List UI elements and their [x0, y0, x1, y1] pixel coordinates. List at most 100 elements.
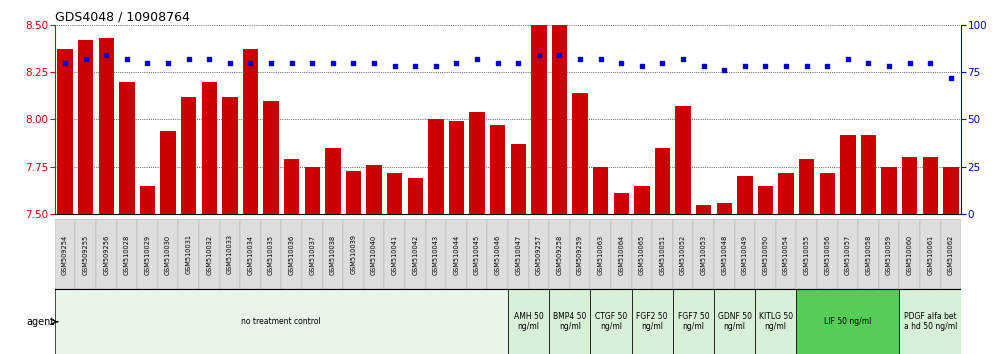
Text: agent: agent	[27, 317, 55, 327]
Bar	[696, 205, 711, 214]
Bar	[469, 112, 485, 214]
Point	[737, 64, 753, 69]
Bar	[78, 40, 94, 214]
Point	[654, 60, 670, 65]
Bar	[716, 203, 732, 214]
Text: GSM510053: GSM510053	[700, 234, 706, 274]
Bar	[714, 290, 755, 354]
Bar	[631, 290, 672, 354]
Bar	[799, 159, 815, 214]
Text: GSM510061: GSM510061	[927, 234, 933, 274]
Bar	[735, 219, 755, 290]
Bar	[634, 186, 649, 214]
Bar	[261, 219, 282, 290]
Text: GSM509254: GSM509254	[62, 234, 68, 275]
Bar	[487, 219, 508, 290]
Point	[263, 60, 279, 65]
Point	[943, 75, 959, 81]
Bar	[325, 148, 341, 214]
Point	[531, 52, 547, 58]
Point	[510, 60, 526, 65]
Text: GSM510045: GSM510045	[474, 234, 480, 275]
Bar	[611, 219, 631, 290]
Point	[78, 56, 94, 62]
Bar	[778, 172, 794, 214]
Point	[222, 60, 238, 65]
Text: CTGF 50
ng/ml: CTGF 50 ng/ml	[595, 312, 627, 331]
Text: GSM510048: GSM510048	[721, 234, 727, 275]
Point	[99, 52, 115, 58]
Bar	[222, 97, 238, 214]
Point	[861, 60, 876, 65]
Bar	[899, 290, 961, 354]
Point	[325, 60, 341, 65]
Bar	[446, 219, 467, 290]
Bar	[902, 158, 917, 214]
Text: GSM510051: GSM510051	[659, 234, 665, 274]
Bar	[797, 290, 899, 354]
Text: GSM510063: GSM510063	[598, 234, 604, 274]
Bar	[675, 106, 691, 214]
Bar	[591, 290, 631, 354]
Point	[614, 60, 629, 65]
Text: GSM510059: GSM510059	[886, 234, 892, 274]
Text: GSM510054: GSM510054	[783, 234, 789, 275]
Point	[139, 60, 155, 65]
Point	[840, 56, 856, 62]
Text: GSM510064: GSM510064	[619, 234, 624, 275]
Bar	[531, 25, 547, 214]
Bar	[861, 135, 876, 214]
Bar	[243, 50, 258, 214]
Bar	[508, 290, 549, 354]
Bar	[940, 219, 961, 290]
Point	[119, 56, 134, 62]
Text: GSM510040: GSM510040	[372, 234, 377, 275]
Text: GSM510042: GSM510042	[412, 234, 418, 275]
Text: GSM510050: GSM510050	[763, 234, 769, 275]
Bar	[281, 219, 302, 290]
Bar	[820, 172, 835, 214]
Text: GSM510044: GSM510044	[453, 234, 459, 275]
Text: GSM510041: GSM510041	[391, 234, 397, 274]
Point	[778, 64, 794, 69]
Bar	[284, 159, 300, 214]
Bar	[899, 219, 920, 290]
Text: GSM510035: GSM510035	[268, 234, 274, 274]
Text: GSM510032: GSM510032	[206, 234, 212, 274]
Bar	[428, 120, 443, 214]
Bar	[672, 290, 714, 354]
Text: PDGF alfa bet
a hd 50 ng/ml: PDGF alfa bet a hd 50 ng/ml	[903, 312, 957, 331]
Bar	[755, 219, 776, 290]
Bar	[55, 219, 76, 290]
Bar	[178, 219, 199, 290]
Bar	[552, 25, 567, 214]
Point	[180, 56, 196, 62]
Point	[367, 60, 382, 65]
Point	[428, 64, 444, 69]
Bar	[181, 97, 196, 214]
Bar	[157, 219, 178, 290]
Bar	[859, 219, 878, 290]
Bar	[99, 38, 114, 214]
Text: BMP4 50
ng/ml: BMP4 50 ng/ml	[553, 312, 587, 331]
Text: GSM510060: GSM510060	[906, 234, 912, 275]
Text: GSM509257: GSM509257	[536, 234, 542, 275]
Text: FGF7 50
ng/ml: FGF7 50 ng/ml	[677, 312, 709, 331]
Text: GSM510030: GSM510030	[165, 234, 171, 274]
Text: GSM509256: GSM509256	[104, 234, 110, 275]
Bar	[776, 219, 797, 290]
Point	[758, 64, 774, 69]
Bar	[508, 219, 529, 290]
Bar	[529, 219, 549, 290]
Point	[716, 67, 732, 73]
Bar	[305, 167, 320, 214]
Text: no treatment control: no treatment control	[241, 317, 322, 326]
Text: GSM510055: GSM510055	[804, 234, 810, 275]
Text: GSM510043: GSM510043	[433, 234, 439, 274]
Bar	[672, 219, 693, 290]
Point	[572, 56, 588, 62]
Bar	[817, 219, 838, 290]
Bar	[920, 219, 940, 290]
Bar	[511, 144, 526, 214]
Point	[820, 64, 836, 69]
